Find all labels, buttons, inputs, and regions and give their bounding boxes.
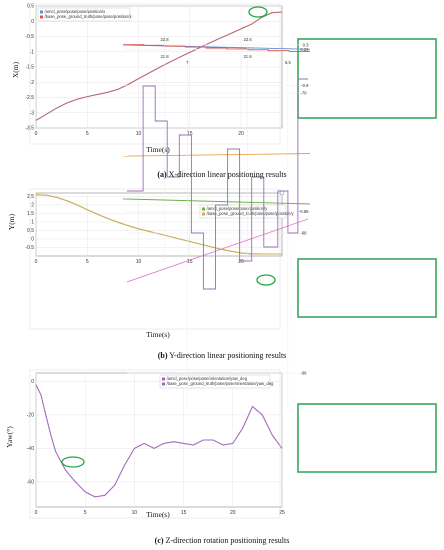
- panel-frame: [29, 369, 281, 519]
- zoom-region-ellipse: [248, 6, 268, 18]
- y-tick-label: -1: [30, 49, 35, 55]
- y-tick-label: -3.5: [25, 126, 34, 132]
- y-tick-label: 1: [31, 220, 34, 226]
- x-tick-label: 20: [238, 131, 244, 137]
- y-tick-label: -0.5: [25, 245, 34, 251]
- y-tick-label: 2.5: [27, 194, 34, 200]
- caption-a: (a) X-direction linear positioning resul…: [157, 170, 287, 179]
- y-tick-label: 0: [31, 237, 34, 243]
- legend-box: [37, 7, 131, 22]
- legend-entry: /base_pose_ground_truth/pose/pose/positi…: [207, 211, 295, 216]
- y-tick-label: -40: [27, 446, 34, 452]
- legend-swatch: [162, 377, 165, 381]
- inset-y-tick-label: -0.9: [301, 83, 309, 88]
- x-tick-label: 0: [35, 510, 38, 516]
- inset-series-orange: [122, 153, 311, 157]
- y-axis-label: X(m): [11, 61, 20, 78]
- zoom-region-ellipse: [61, 456, 85, 468]
- x-tick-label: 15: [187, 259, 193, 265]
- legend-swatch: [40, 10, 43, 14]
- zoom-region-ellipse: [256, 274, 276, 286]
- x-tick-label: 15: [181, 510, 187, 516]
- legend-swatch: [40, 15, 43, 19]
- x-tick-label: 25: [279, 510, 285, 516]
- x-tick-label: 20: [230, 510, 236, 516]
- x-tick-label: 10: [136, 259, 142, 265]
- inset-y-tick-label: -0.85: [299, 209, 309, 214]
- x-axis-label: Time(s): [146, 330, 170, 339]
- legend-swatch: [202, 212, 205, 216]
- x-tick-label: 5: [86, 131, 89, 137]
- inset-x-tick-label: 7: [186, 60, 189, 65]
- zoom-inset-frame: [297, 258, 437, 318]
- zoom-inset-frame: [297, 403, 437, 473]
- inset-y-tick-label: -70: [300, 91, 307, 96]
- x-tick-label: 10: [132, 510, 138, 516]
- y-tick-label: 1.5: [27, 211, 34, 217]
- inset-series-mauve: [127, 78, 308, 290]
- x-tick-label: 5: [86, 259, 89, 265]
- x-axis-label: Time(s): [146, 510, 170, 519]
- inset-y-tick-label: -68: [300, 231, 307, 236]
- y-tick-label: -2.5: [25, 95, 34, 101]
- x-tick-label: 5: [84, 510, 87, 516]
- legend-swatch: [202, 207, 205, 211]
- x-tick-label: 10: [136, 131, 142, 137]
- chart-panel-a: 0 5 10 15 20 0.5 0 -0.5 -1 -1.5 -2 -2.5 -3 -3.5 Time(s…: [11, 3, 437, 154]
- y-tick-label: -1.5: [25, 65, 34, 71]
- x-tick-label: 20: [238, 259, 244, 265]
- x-tick-label: 0: [35, 131, 38, 137]
- legend-swatch: [162, 382, 165, 386]
- inset-y-tick-label: 0.3: [303, 42, 309, 47]
- legend-entry: /base_pose_ground_truth/pose/pose/orient…: [167, 381, 275, 386]
- plot-area: [35, 372, 283, 508]
- inset-x-tick-label: 22.8: [160, 37, 169, 42]
- y-tick-label: 0: [31, 379, 34, 385]
- inset-series-green: [122, 198, 311, 205]
- inset-x-tick-label: 22.6: [244, 54, 253, 59]
- y-tick-label: 2: [31, 203, 34, 209]
- x-tick-label: 15: [187, 131, 193, 137]
- legend-entry: /base_pose_ground_truth/pose/pose/positi…: [45, 14, 133, 19]
- y-tick-label: 0: [31, 19, 34, 25]
- inset-x-tick-label: 22.8: [160, 54, 169, 59]
- series-line-2: [35, 384, 283, 498]
- y-tick-label: 0.5: [27, 4, 34, 10]
- panel-frame: [29, 188, 281, 330]
- inset-x-tick-label: 22.6: [244, 37, 253, 42]
- panel-frame: [29, 3, 281, 145]
- series-line-2: [35, 194, 282, 255]
- inset-x-tick-label: 6.5: [285, 60, 291, 65]
- y-tick-label: -60: [27, 480, 34, 486]
- legend-entry: /amcl_pose/pose/pose/position/x: [45, 9, 107, 14]
- legend-entry: /amcl_pose/pose/pose/position/y: [207, 206, 269, 211]
- y-axis-label: Yaw(°): [5, 426, 14, 448]
- y-tick-label: 0.5: [27, 228, 34, 234]
- legend-entry: /amcl_pose/pose/pose/orientation/yaw_deg: [167, 376, 248, 381]
- y-tick-label: -20: [27, 413, 34, 419]
- corner-handle: [279, 190, 285, 196]
- chart-panel-c: 0 5 10 15 20 250-20-40-60Time(s)Yaw(°)/amcl_p…: [5, 58, 437, 519]
- inset-y-tick-label: -66: [300, 371, 307, 376]
- y-axis-label: Y(m): [7, 213, 16, 230]
- x-tick-label: 0: [35, 259, 38, 265]
- inset-series-red: [123, 44, 310, 53]
- caption-c: (c) Z-direction rotation positioning res…: [154, 536, 290, 545]
- y-tick-label: -0.5: [25, 34, 34, 40]
- y-tick-label: -2: [30, 80, 35, 86]
- caption-b: (b) Y-direction linear positioning resul…: [157, 351, 287, 360]
- chart-panel-b: 0 5 10 15 20 2.5 2 1.5 1 0.5 0 -0.5 Time(s) Y(m) /amcl…: [7, 35, 437, 339]
- y-tick-label: -3: [30, 110, 35, 116]
- series-line-2: [35, 11, 283, 121]
- x-axis-label: Time(s): [146, 145, 170, 154]
- zoom-inset-frame: [297, 38, 437, 119]
